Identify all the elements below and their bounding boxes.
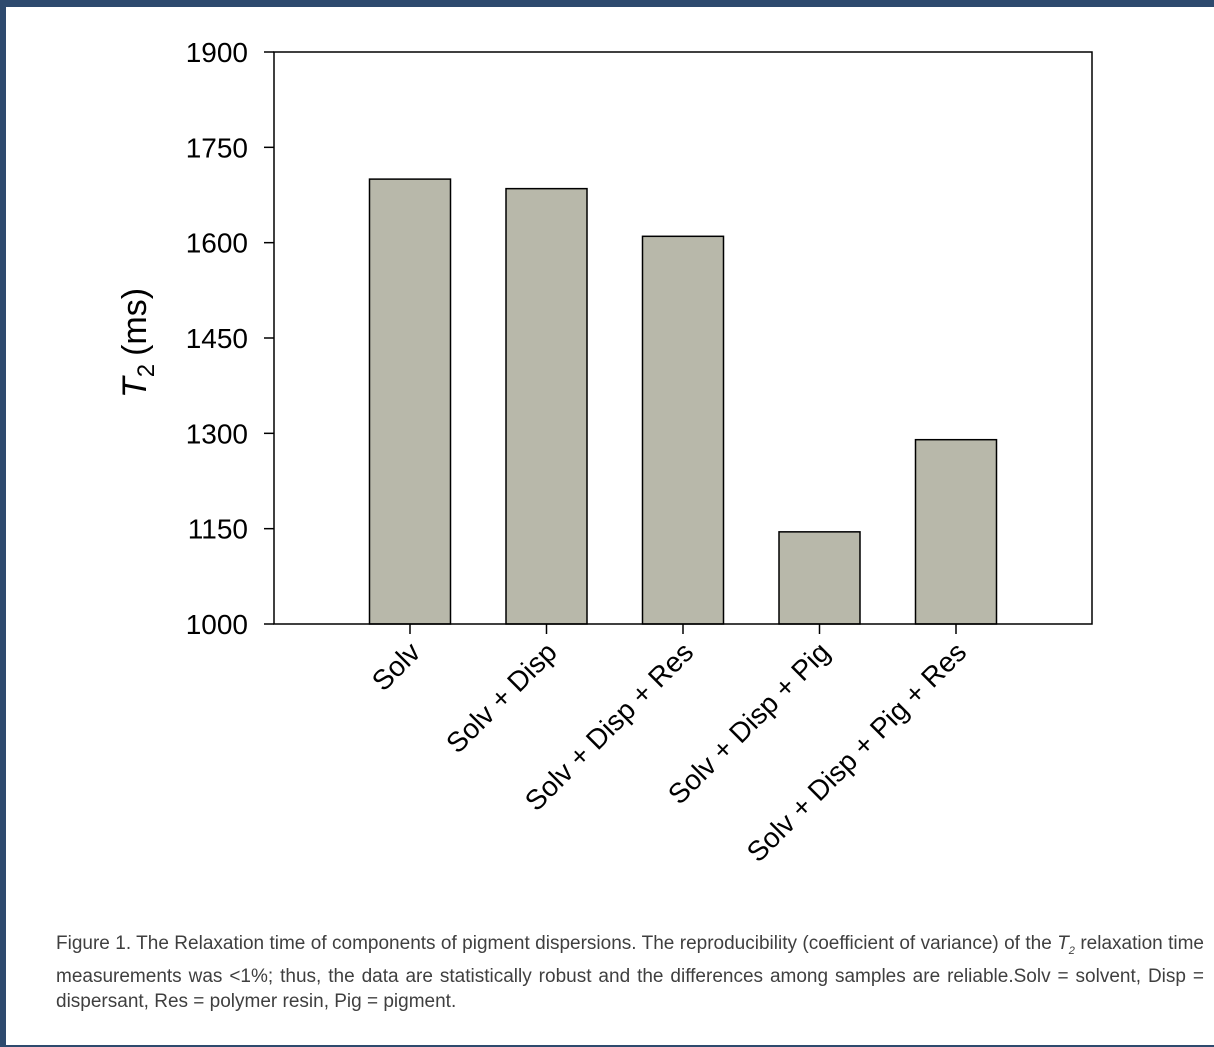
bar: [778, 531, 861, 625]
x-tick-label: Solv + Disp + Pig + Res: [741, 636, 973, 868]
bar: [641, 235, 725, 625]
caption-t-subscript: 2: [1068, 944, 1075, 957]
bars-group: [368, 178, 998, 625]
y-tick-label: 1750: [186, 132, 248, 163]
y-tick-label: 1000: [186, 609, 248, 640]
figure-caption: Figure 1. The Relaxation time of compone…: [56, 931, 1204, 1014]
bar: [914, 438, 998, 625]
y-axis: 1000 1150 1300 1450 1600 1750 1900: [186, 37, 274, 640]
y-axis-label-symbol: T: [116, 375, 154, 398]
caption-part1: Figure 1. The Relaxation time of compone…: [56, 933, 1058, 954]
bar: [368, 178, 452, 625]
y-tick-label: 1450: [186, 323, 248, 354]
y-tick-label: 1300: [186, 418, 248, 449]
x-tick-label: Solv + Disp: [440, 636, 563, 759]
y-tick-label: 1900: [186, 37, 248, 68]
caption-t-symbol: T: [1057, 933, 1069, 954]
y-axis-label-subscript: 2: [133, 364, 160, 377]
caption-part2: relaxation time measurements was <1%; th…: [56, 933, 1205, 1012]
bar: [505, 187, 588, 625]
y-tick-label: 1150: [188, 514, 248, 545]
caption-t2-symbol: T2: [1057, 933, 1075, 957]
y-axis-label: T2 (ms): [116, 288, 160, 398]
y-axis-label-unit: (ms): [116, 288, 154, 356]
x-tick-label: Solv: [366, 636, 426, 696]
y-tick-label: 1600: [186, 228, 248, 259]
